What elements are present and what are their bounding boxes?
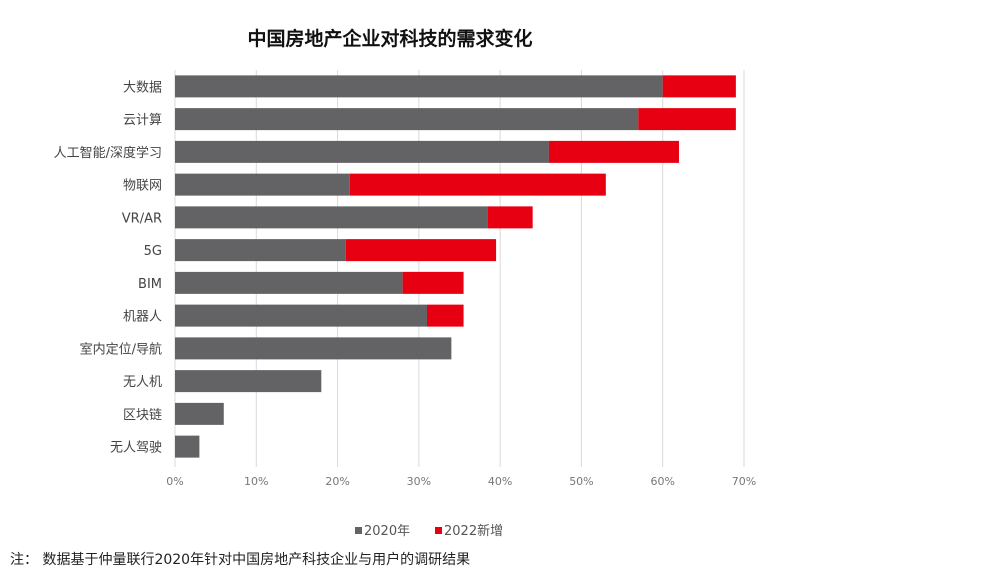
bar-increase bbox=[487, 206, 533, 229]
legend-swatch bbox=[355, 527, 362, 534]
x-tick-label: 20% bbox=[325, 475, 349, 488]
category-label: 机器人 bbox=[123, 310, 162, 325]
category-label: VR/AR bbox=[122, 211, 162, 226]
bar-2020 bbox=[175, 271, 403, 294]
bar-2020 bbox=[175, 173, 350, 196]
bar-2020 bbox=[175, 206, 488, 229]
bar-2020 bbox=[175, 337, 452, 360]
bar-increase bbox=[548, 140, 679, 163]
category-label: 物联网 bbox=[123, 179, 162, 194]
bar-increase bbox=[402, 271, 464, 294]
bar-2020 bbox=[175, 108, 639, 131]
bar-increase bbox=[345, 239, 497, 262]
legend-label: 2020年 bbox=[364, 524, 410, 539]
x-tick-label: 70% bbox=[732, 475, 756, 488]
bar-increase bbox=[638, 108, 736, 131]
x-tick-label: 50% bbox=[569, 475, 593, 488]
bar-increase bbox=[662, 75, 736, 98]
x-tick-label: 60% bbox=[650, 475, 674, 488]
category-label: 人工智能/深度学习 bbox=[54, 145, 162, 161]
category-label: 无人机 bbox=[123, 375, 162, 390]
bar-2020 bbox=[175, 370, 322, 393]
x-tick-label: 40% bbox=[488, 475, 512, 488]
bar-2020 bbox=[175, 304, 427, 327]
footnote: 注： 数据基于仲量联行2020年针对中国房地产科技企业与用户的调研结果 bbox=[10, 552, 471, 568]
x-tick-label: 0% bbox=[166, 475, 183, 488]
chart-title: 中国房地产企业对科技的需求变化 bbox=[247, 28, 533, 50]
category-label: 云计算 bbox=[123, 113, 162, 128]
x-tick-label: 10% bbox=[244, 475, 268, 488]
bar-2020 bbox=[175, 402, 224, 425]
x-tick-label: 30% bbox=[407, 475, 431, 488]
category-label: 室内定位/导航 bbox=[80, 341, 162, 357]
category-label: 无人驾驶 bbox=[110, 441, 162, 456]
category-label: 5G bbox=[144, 244, 162, 259]
bar-increase bbox=[349, 173, 606, 196]
bar-2020 bbox=[175, 239, 346, 262]
legend-swatch bbox=[435, 527, 442, 534]
category-label: 区块链 bbox=[123, 408, 162, 423]
category-label: BIM bbox=[138, 277, 162, 292]
bar-2020 bbox=[175, 435, 200, 458]
category-label: 大数据 bbox=[123, 80, 162, 95]
bar-2020 bbox=[175, 140, 549, 163]
bar-increase bbox=[426, 304, 464, 327]
bar-2020 bbox=[175, 75, 663, 98]
legend-label: 2022新增 bbox=[444, 523, 503, 539]
